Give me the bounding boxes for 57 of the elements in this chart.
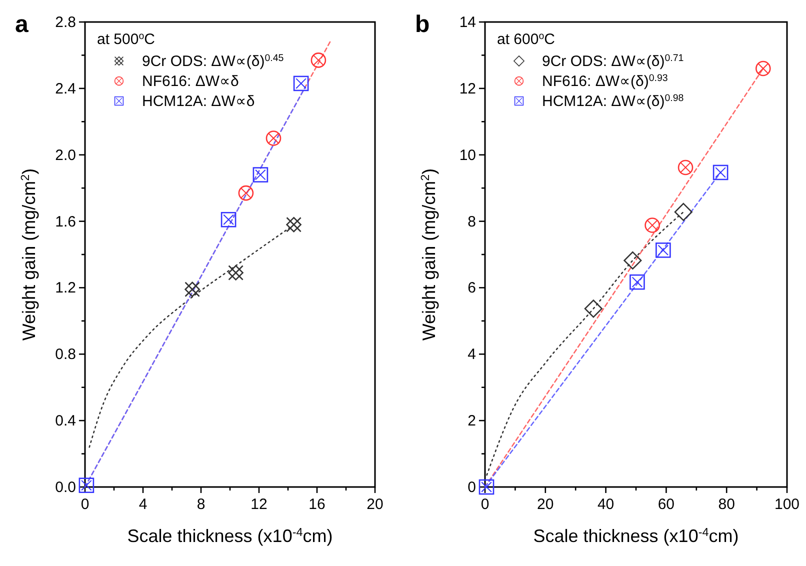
point [266, 130, 282, 146]
legend-label: 9Cr ODS: ΔW∝(δ)$^{0.71}$ [542, 52, 684, 70]
point [678, 160, 694, 176]
point [286, 216, 302, 232]
point [656, 242, 671, 258]
x-tick-label: 20 [366, 496, 384, 513]
point [478, 479, 494, 495]
x-axis-title: Scale thickness (x10$^{-4}$cm) [533, 526, 739, 546]
y-tick-label: 0 [468, 479, 476, 496]
x-tick-label: 0 [480, 496, 490, 513]
point [584, 300, 602, 318]
x-axis-title: Scale thickness (x10$^{-4}$cm) [127, 526, 333, 546]
y-tick-label: 1.2 [55, 280, 76, 297]
legend-label: HCM12A: ΔW∝(δ)$^{0.98}$ [542, 92, 684, 110]
y-tick-label: 8 [468, 213, 476, 230]
legend-title: at 600$^{o}$C [497, 30, 556, 48]
y-tick-label: 4 [468, 346, 476, 364]
y-tick-label: 0.8 [55, 346, 76, 364]
point [624, 251, 642, 270]
point [228, 265, 244, 280]
x-tick-label: 4 [138, 496, 148, 513]
chart-title: b [415, 11, 430, 38]
x-tick-label: 0 [80, 496, 90, 513]
y-tick-label: 2.8 [55, 14, 76, 31]
y-tick-label: 10 [459, 146, 476, 164]
x-tick-label: 12 [250, 496, 268, 513]
legend-label: NF616: ΔW∝δ [142, 73, 239, 90]
y-tick-label: 2.4 [55, 80, 76, 98]
y-tick-label: 2 [468, 412, 476, 430]
point [310, 52, 326, 68]
x-tick-label: 100 [774, 496, 800, 513]
y-tick-label: 0.0 [55, 479, 76, 496]
chart-title: a [15, 11, 29, 38]
point [184, 282, 200, 298]
x-tick-label: 20 [537, 496, 554, 513]
legend-label: NF616: ΔW∝(δ)$^{0.93}$ [542, 72, 668, 90]
legend-title: at 500$^{o}$C [97, 30, 156, 48]
legend-label: 9Cr ODS: ΔW∝(δ)$^{0.45}$ [142, 52, 284, 70]
y-tick-label: 6 [468, 280, 476, 297]
point [238, 185, 254, 201]
y-tick-label: 2.0 [55, 146, 76, 164]
point [252, 167, 268, 182]
y-tick-label: 0.4 [55, 412, 76, 430]
y-tick-label: 12 [459, 80, 476, 98]
legend-label: HCM12A: ΔW∝δ [142, 93, 255, 110]
y-tick-label: 1.6 [55, 213, 76, 230]
x-tick-label: 40 [597, 496, 614, 513]
point [644, 218, 660, 233]
y-tick-label: 14 [459, 14, 476, 31]
x-tick-label: 60 [658, 496, 675, 513]
x-tick-label: 8 [196, 496, 206, 513]
point [630, 274, 645, 290]
point [220, 212, 236, 228]
point [293, 76, 309, 92]
x-tick-label: 80 [718, 496, 735, 513]
point [674, 202, 692, 222]
x-tick-label: 16 [308, 496, 326, 513]
